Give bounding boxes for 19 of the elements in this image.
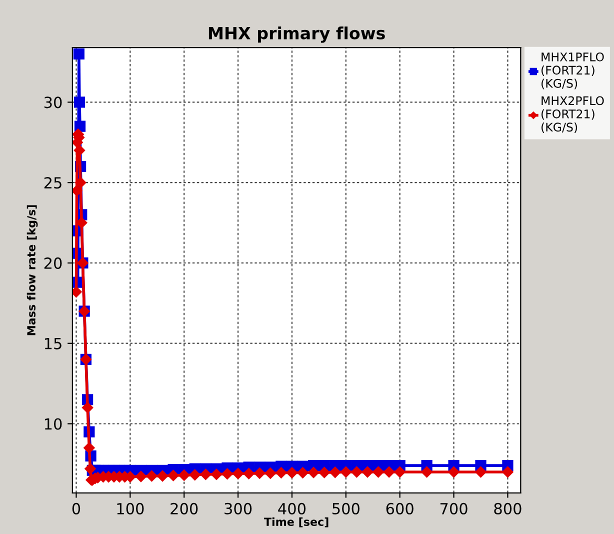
y-tick-label: 10 <box>44 418 62 430</box>
x-tick-label: 0 <box>72 502 80 514</box>
x-tick-label: 100 <box>117 502 144 514</box>
legend-label: MHX2PFLO (FORT21) (KG/S) <box>542 96 604 133</box>
y-tick-label: 30 <box>44 96 62 108</box>
x-tick-label: 300 <box>224 502 252 514</box>
x-tick-label: 700 <box>440 502 468 514</box>
chart-title: MHX primary flows <box>208 26 385 43</box>
y-tick-label: 20 <box>44 257 62 269</box>
y-tick-label: 25 <box>44 177 62 189</box>
x-tick-label: 200 <box>170 502 198 514</box>
x-tick-label: 400 <box>278 502 306 514</box>
x-tick-label: 800 <box>494 502 522 514</box>
y-tick-label: 15 <box>44 338 62 350</box>
x-tick-label: 600 <box>386 502 414 514</box>
x-axis-title: Time [sec] <box>264 517 328 528</box>
x-tick-label: 500 <box>332 502 360 514</box>
legend-label: MHX1PFLO (FORT21) (KG/S) <box>542 52 604 90</box>
y-axis-title: Mass flow rate [kg/s] <box>26 205 38 336</box>
